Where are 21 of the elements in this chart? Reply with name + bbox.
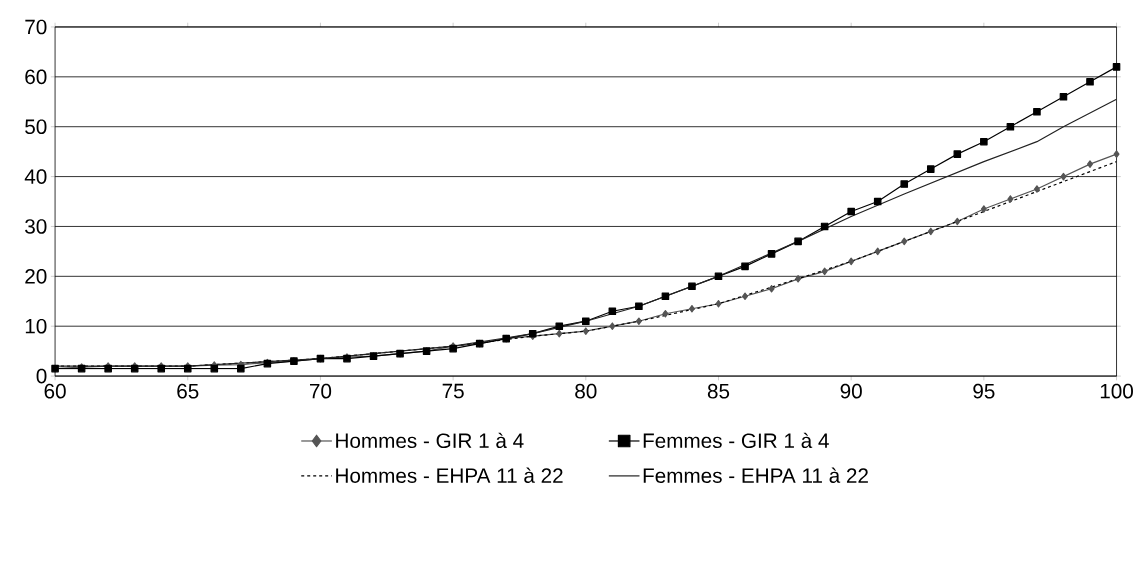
y-tick-label: 60 xyxy=(25,69,47,85)
y-tick-label: 70 xyxy=(25,19,47,35)
legend-label: Femmes - GIR 1 à 4 xyxy=(643,432,829,449)
legend-label: Femmes - EHPA 11 à 22 xyxy=(643,467,868,483)
legend-label: Hommes - EHPA 11 à 22 xyxy=(336,467,563,483)
y-tick-label: 40 xyxy=(24,169,47,184)
y-tick-label: 20 xyxy=(25,269,47,284)
x-tick-label: 90 xyxy=(840,383,862,399)
x-tick-label: 70 xyxy=(310,383,332,399)
y-tick-label: 30 xyxy=(25,219,47,234)
x-tick-label: 100 xyxy=(1100,383,1133,399)
x-tick-label: 85 xyxy=(707,383,730,399)
legend-label: Hommes - GIR 1 à 4 xyxy=(336,432,524,449)
y-tick-label: 0 xyxy=(36,368,47,384)
x-tick-label: 60 xyxy=(44,383,66,399)
x-tick-label: 75 xyxy=(442,383,464,399)
y-tick-label: 50 xyxy=(25,119,47,135)
x-tick-label: 95 xyxy=(973,383,995,399)
y-tick-label: 10 xyxy=(25,318,47,334)
x-tick-label: 80 xyxy=(575,383,597,399)
x-tick-label: 65 xyxy=(177,383,199,399)
